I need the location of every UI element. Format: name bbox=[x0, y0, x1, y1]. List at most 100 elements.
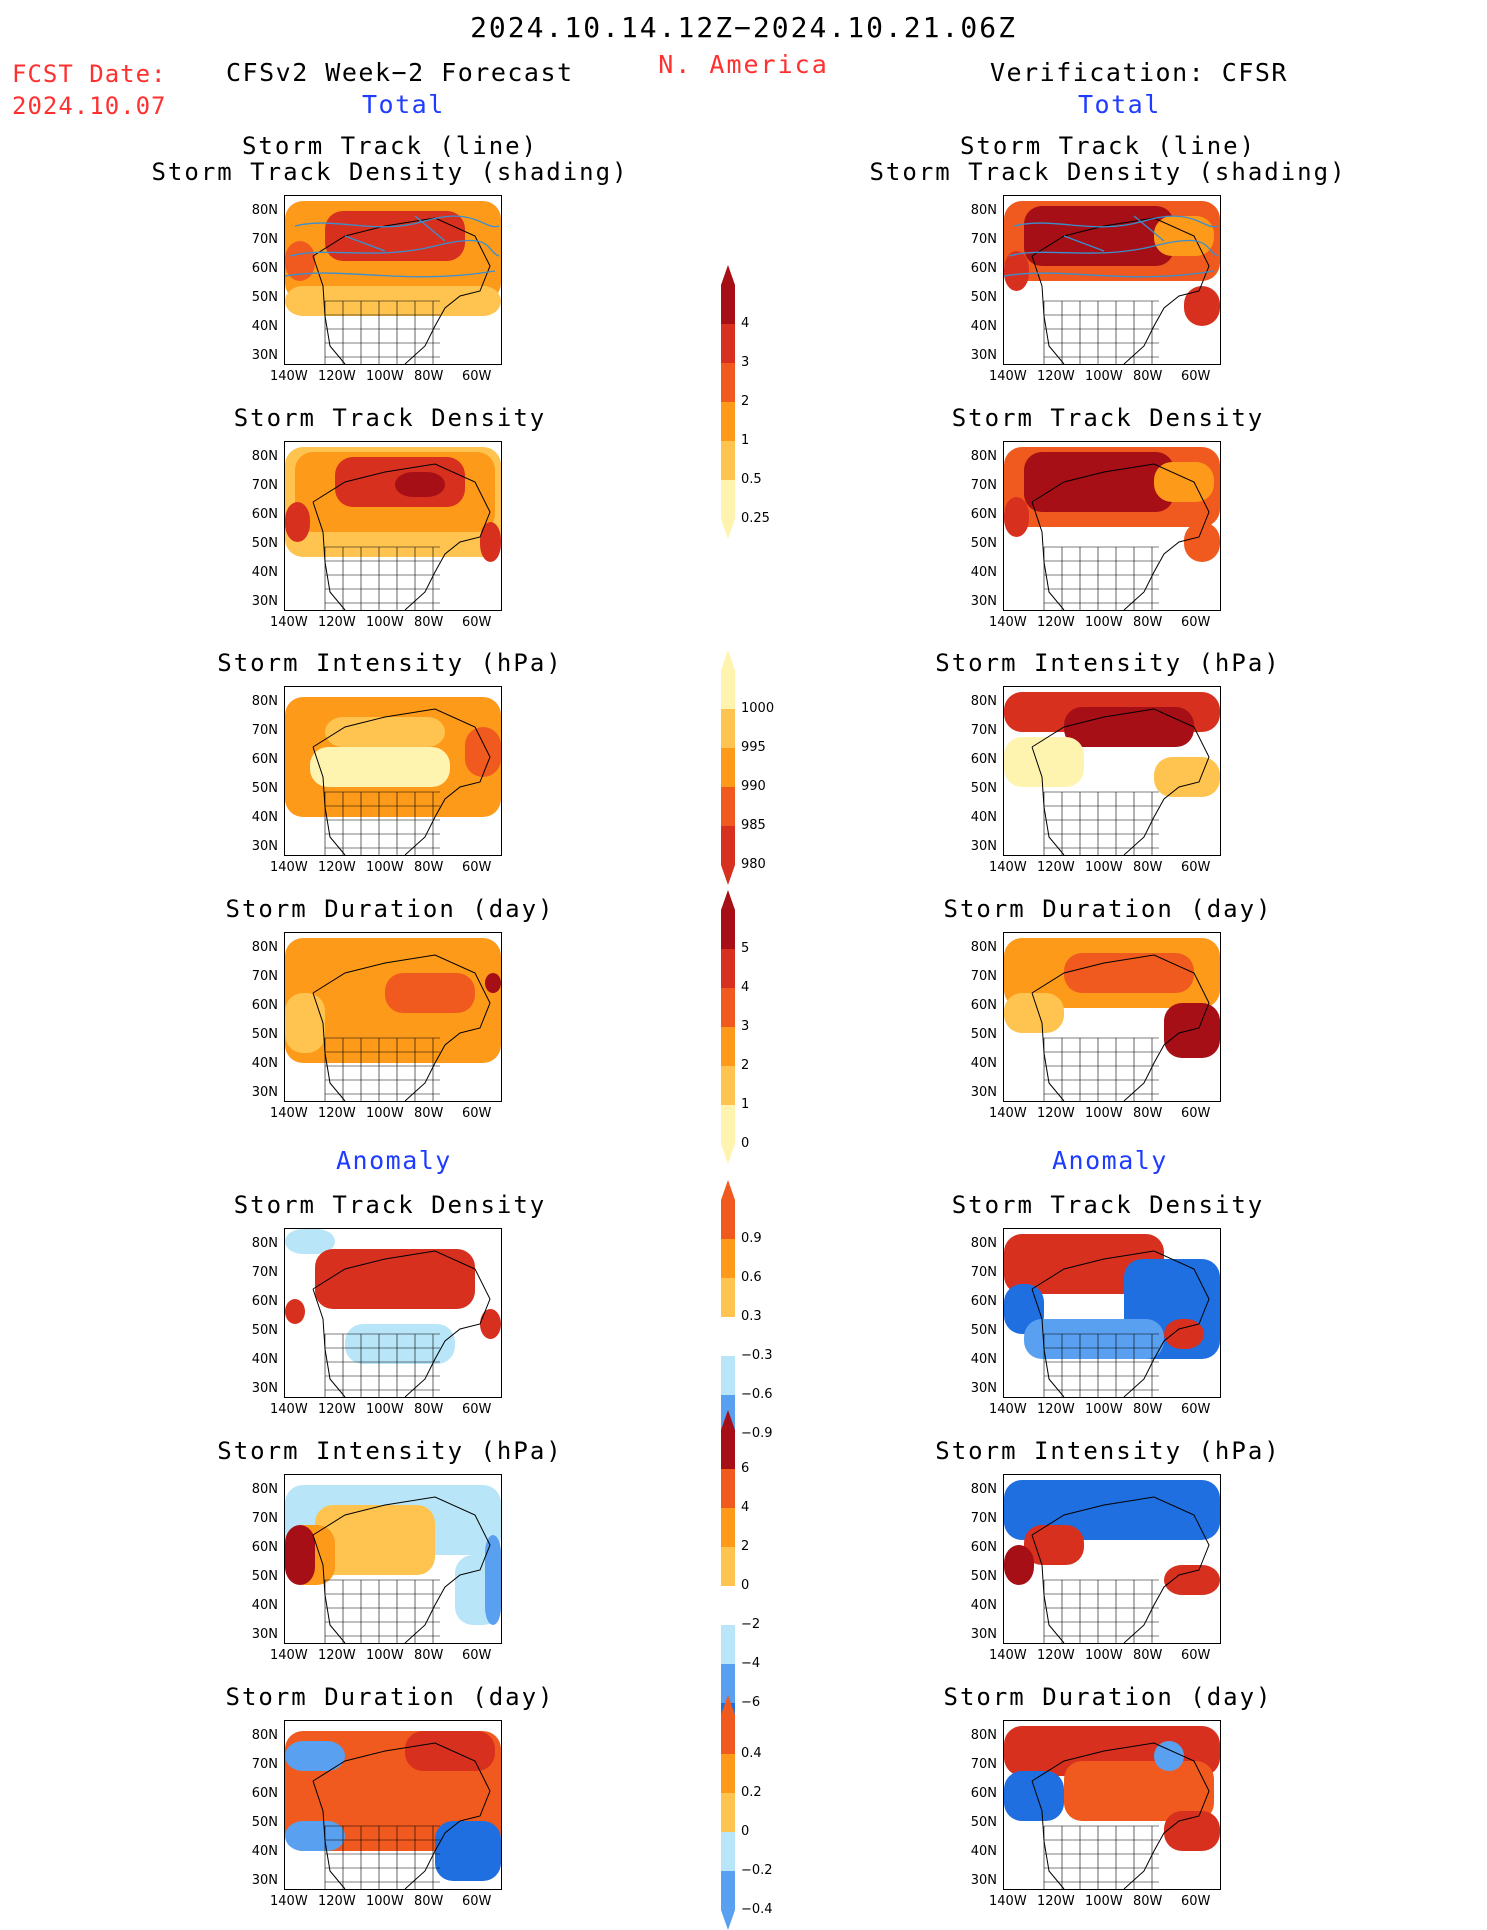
lat-tick-label: 50N bbox=[251, 1815, 278, 1830]
fc-density-map bbox=[284, 441, 502, 611]
lon-tick-label: 80W bbox=[414, 615, 444, 630]
density-anom-colorbar-label: −0.3 bbox=[741, 1348, 773, 1363]
colorbar-segment bbox=[721, 709, 735, 748]
colorbar-top-arrow bbox=[721, 650, 735, 670]
lon-tick-label: 100W bbox=[366, 1402, 404, 1417]
shading-region bbox=[1024, 206, 1174, 266]
lon-tick-label: 100W bbox=[1085, 369, 1123, 384]
state-boundaries bbox=[324, 1825, 440, 1889]
lat-tick-label: 80N bbox=[251, 203, 278, 218]
lat-tick-label: 30N bbox=[970, 594, 997, 609]
shading-region bbox=[285, 1299, 305, 1324]
state-boundaries bbox=[1043, 1825, 1159, 1889]
lat-tick-label: 70N bbox=[251, 232, 278, 247]
lat-tick-label: 60N bbox=[970, 1294, 997, 1309]
lon-tick-label: 100W bbox=[366, 615, 404, 630]
lon-tick-label: 140W bbox=[989, 1648, 1027, 1663]
lat-tick-label: 40N bbox=[251, 1352, 278, 1367]
colorbar-top-arrow bbox=[721, 265, 735, 285]
fc-anom-duration-map-graphic bbox=[285, 1731, 501, 1889]
ver-track-line-map bbox=[1003, 195, 1221, 365]
ver-density-map-graphic bbox=[1004, 447, 1220, 610]
lon-tick-label: 80W bbox=[414, 1402, 444, 1417]
lon-tick-label: 120W bbox=[318, 1106, 356, 1121]
fc-anom-intensity-map-graphic bbox=[285, 1485, 501, 1643]
state-boundaries bbox=[324, 1579, 440, 1643]
lat-tick-label: 30N bbox=[970, 1381, 997, 1396]
lat-tick-label: 80N bbox=[970, 940, 997, 955]
lon-tick-label: 60W bbox=[1181, 1648, 1211, 1663]
lat-tick-label: 60N bbox=[251, 752, 278, 767]
lon-tick-label: 60W bbox=[462, 1894, 492, 1909]
state-boundaries bbox=[324, 791, 440, 855]
ver-anom-duration-title: Storm Duration (day) bbox=[943, 1683, 1273, 1711]
duration-anom-colorbar-label: 0 bbox=[741, 1824, 750, 1839]
colorbar-segment bbox=[721, 988, 735, 1027]
ver-anom-intensity-title: Storm Intensity (hPa) bbox=[935, 1437, 1281, 1465]
lat-tick-label: 80N bbox=[970, 1728, 997, 1743]
lat-tick-label: 50N bbox=[251, 1569, 278, 1584]
fcst-date-value: 2024.10.07 bbox=[12, 92, 167, 120]
lat-tick-label: 40N bbox=[970, 1598, 997, 1613]
colorbar-bottom-arrow bbox=[721, 1910, 735, 1930]
ver-anom-density-title: Storm Track Density bbox=[951, 1191, 1265, 1219]
colorbar-segment bbox=[721, 826, 735, 865]
lat-tick-label: 60N bbox=[251, 1540, 278, 1555]
lon-tick-label: 140W bbox=[989, 860, 1027, 875]
colorbar-top-arrow bbox=[721, 1410, 735, 1430]
duration-total-colorbar-label: 1 bbox=[741, 1097, 750, 1112]
shading-region bbox=[385, 973, 475, 1013]
duration-total-colorbar-label: 2 bbox=[741, 1058, 750, 1073]
shading-region bbox=[1004, 1545, 1034, 1585]
lat-tick-label: 40N bbox=[251, 1844, 278, 1859]
lat-tick-label: 50N bbox=[251, 290, 278, 305]
lat-tick-label: 80N bbox=[251, 1728, 278, 1743]
ver-anom-density-map bbox=[1003, 1228, 1221, 1398]
duration-anom-colorbar-label: −0.4 bbox=[741, 1902, 773, 1917]
lat-tick-label: 60N bbox=[251, 998, 278, 1013]
lat-tick-label: 50N bbox=[970, 290, 997, 305]
lat-tick-label: 70N bbox=[970, 232, 997, 247]
colorbar-segment bbox=[721, 1317, 735, 1356]
shading-region bbox=[1004, 993, 1064, 1033]
lon-tick-label: 60W bbox=[462, 1402, 492, 1417]
intensity-total-colorbar-label: 980 bbox=[741, 857, 766, 872]
colorbar-bottom-arrow bbox=[721, 1144, 735, 1164]
intensity-anom-colorbar-label: −4 bbox=[741, 1656, 761, 1671]
shading-region bbox=[285, 993, 325, 1053]
density-anom-colorbar-label: 0.9 bbox=[741, 1231, 762, 1246]
ver-track-line-map-graphic bbox=[1004, 201, 1220, 364]
fc-anom-density-map bbox=[284, 1228, 502, 1398]
colorbar-segment bbox=[721, 1625, 735, 1664]
density-anom-colorbar-label: 0.3 bbox=[741, 1309, 762, 1324]
lat-tick-label: 50N bbox=[970, 536, 997, 551]
lat-tick-label: 40N bbox=[970, 1352, 997, 1367]
intensity-total-colorbar bbox=[721, 650, 735, 885]
state-boundaries bbox=[1043, 1333, 1159, 1397]
lat-tick-label: 60N bbox=[251, 261, 278, 276]
ver-track-shading-title: Storm Track Density (shading) bbox=[869, 158, 1347, 186]
density-total-colorbar-label: 0.25 bbox=[741, 511, 770, 526]
lon-tick-label: 120W bbox=[318, 1894, 356, 1909]
lat-tick-label: 70N bbox=[251, 1265, 278, 1280]
shading-region bbox=[435, 1821, 501, 1881]
lon-tick-label: 80W bbox=[414, 1106, 444, 1121]
lon-tick-label: 140W bbox=[989, 1402, 1027, 1417]
lon-tick-label: 120W bbox=[1037, 1402, 1075, 1417]
lon-tick-label: 80W bbox=[1133, 615, 1163, 630]
lat-tick-label: 70N bbox=[970, 1511, 997, 1526]
lat-tick-label: 60N bbox=[251, 1294, 278, 1309]
colorbar-segment bbox=[721, 910, 735, 949]
lon-tick-label: 140W bbox=[270, 369, 308, 384]
fc-anom-density-map-graphic bbox=[285, 1229, 501, 1397]
colorbar-segment bbox=[721, 1430, 735, 1469]
colorbar-top-arrow bbox=[721, 890, 735, 910]
duration-anom-colorbar bbox=[721, 1695, 735, 1930]
lon-tick-label: 60W bbox=[1181, 1894, 1211, 1909]
ver-track-line-title: Storm Track (line) bbox=[959, 132, 1257, 160]
lat-tick-label: 50N bbox=[970, 1027, 997, 1042]
state-boundaries bbox=[324, 300, 440, 364]
lat-tick-label: 40N bbox=[970, 1056, 997, 1071]
ver-density-title: Storm Track Density bbox=[951, 404, 1265, 432]
lon-tick-label: 80W bbox=[414, 1894, 444, 1909]
